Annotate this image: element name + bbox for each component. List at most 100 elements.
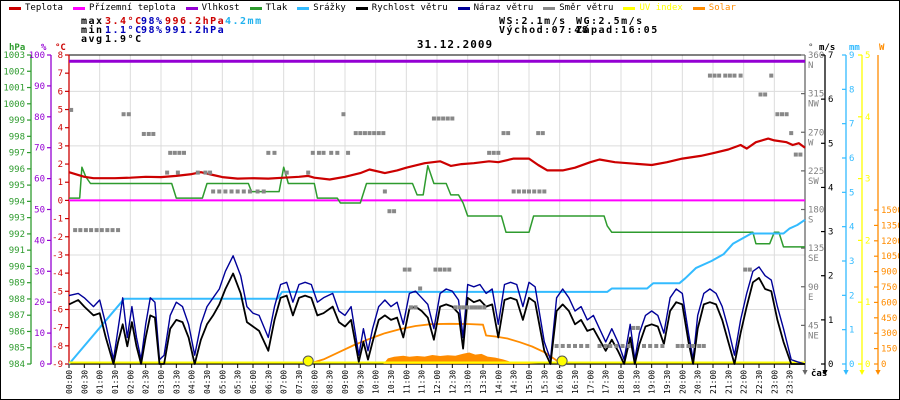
wind-direction-dot — [701, 343, 706, 348]
axis-label: 0 — [828, 360, 833, 370]
axis-label: 90 — [34, 82, 45, 92]
legend-label: Srážky — [313, 3, 346, 13]
wind-direction-dot — [465, 305, 470, 310]
series-wind_speed — [68, 272, 805, 365]
wind-direction-dot — [758, 92, 763, 97]
axis-label: 1003 — [3, 51, 25, 61]
wind-direction-dot — [441, 116, 446, 121]
wind-direction-dot — [392, 209, 397, 214]
wind-direction-dot — [321, 150, 326, 155]
wind-direction-dot — [631, 325, 636, 330]
wind-direction-dot — [477, 305, 482, 310]
wind-direction-dot — [614, 343, 619, 348]
chart-date-title: 31.12.2009 — [416, 38, 494, 51]
axis-label: 7 — [828, 51, 833, 61]
wind-direction-dot — [241, 189, 246, 194]
axis-label: 1050 — [881, 252, 900, 262]
axis-label: 4 — [849, 223, 854, 233]
axis-label: 2 — [828, 272, 833, 282]
axis-label: 3 — [849, 257, 854, 267]
axis-label: 4 — [58, 124, 63, 134]
axis-arrow-mm — [843, 370, 849, 375]
axis-label: -8 — [52, 342, 63, 352]
wind-direction-dot — [306, 170, 311, 175]
time-label: 18:00 — [617, 370, 626, 394]
legend-item-0: Teplota — [9, 3, 63, 13]
wind-direction-dot — [482, 305, 487, 310]
wind-direction-dot — [341, 112, 346, 117]
axis-label: 1350 — [881, 221, 900, 231]
time-label: 10:30 — [387, 370, 396, 394]
axis-label: 6 — [828, 95, 833, 105]
stat-min-humidity: 98% — [141, 25, 164, 36]
wind-direction-dot — [620, 343, 625, 348]
wind-direction-dot — [798, 152, 803, 157]
wind-direction-dot — [316, 150, 321, 155]
wind-direction-dot — [793, 152, 798, 157]
stat-max-pressure: 996.2hPa — [165, 16, 226, 27]
axis-label: 991 — [9, 246, 25, 256]
wind-direction-dot — [747, 267, 752, 272]
axis-label: 993 — [9, 214, 25, 224]
time-label: 08:30 — [326, 370, 335, 394]
time-label: 17:00 — [586, 370, 595, 394]
axis-arrow-uv — [859, 370, 865, 375]
legend-color-dash — [297, 6, 310, 10]
legend-item-1: Přízemní teplota — [72, 3, 176, 13]
time-label: 11:00 — [402, 370, 411, 394]
wind-direction-dot — [203, 170, 208, 175]
wind-direction-dot — [723, 73, 728, 78]
wind-direction-dot — [566, 343, 571, 348]
legend-color-dash — [692, 6, 705, 10]
time-label: 03:00 — [157, 370, 166, 394]
time-label: 22:30 — [755, 370, 764, 394]
axis-label: 985 — [9, 344, 25, 354]
wind-direction-dot — [408, 305, 413, 310]
axis-label: 4 — [828, 183, 833, 193]
axis-label: -5 — [52, 287, 63, 297]
wind-direction-dot — [177, 150, 182, 155]
wind-direction-dot — [691, 343, 696, 348]
wind-direction-dot — [501, 131, 506, 136]
axis-label: 7 — [849, 120, 854, 130]
wind-direction-dot — [436, 116, 441, 121]
wind-direction-dot — [532, 189, 537, 194]
wind-direction-dot — [431, 116, 436, 121]
sunset-marker — [556, 355, 568, 367]
time-label: 00:30 — [80, 370, 89, 394]
wind-direction-dot — [346, 150, 351, 155]
axis-label: -2 — [52, 233, 63, 243]
time-label: 08:00 — [310, 370, 319, 394]
wind-direction-dot — [329, 150, 334, 155]
time-label: 06:30 — [264, 370, 273, 394]
wind-direction-dot — [660, 343, 665, 348]
legend-color-dash — [457, 6, 470, 10]
wind-direction-dot — [707, 73, 712, 78]
axis-label: 997 — [9, 149, 25, 159]
wind-direction-dot — [608, 343, 613, 348]
wind-direction-dot — [648, 343, 653, 348]
legend-item-4: Srážky — [297, 3, 346, 13]
axis-label: 180 — [808, 206, 824, 216]
wind-direction-dot — [73, 228, 78, 233]
wind-direction-dot — [537, 189, 542, 194]
time-label: 16:30 — [571, 370, 580, 394]
axis-label: 0 — [58, 196, 63, 206]
axis-label: -3 — [52, 251, 63, 261]
time-label: 01:30 — [111, 370, 120, 394]
axis-label: 1002 — [3, 67, 25, 77]
wind-direction-dot — [165, 170, 170, 175]
axis-label: 6 — [58, 87, 63, 97]
stat-sunrise: Východ:07:48 — [499, 25, 590, 36]
wind-direction-dot — [473, 305, 478, 310]
wind-direction-dot — [358, 131, 363, 136]
wind-direction-dot — [487, 150, 492, 155]
wind-direction-dot — [442, 267, 447, 272]
wind-direction-dot — [172, 150, 177, 155]
time-label: 09:30 — [356, 370, 365, 394]
wind-direction-dot — [223, 189, 228, 194]
legend-color-dash — [249, 6, 262, 10]
axis-label: -9 — [52, 360, 63, 370]
axis-label: 2 — [865, 236, 870, 246]
axis-label: 8 — [849, 85, 854, 95]
